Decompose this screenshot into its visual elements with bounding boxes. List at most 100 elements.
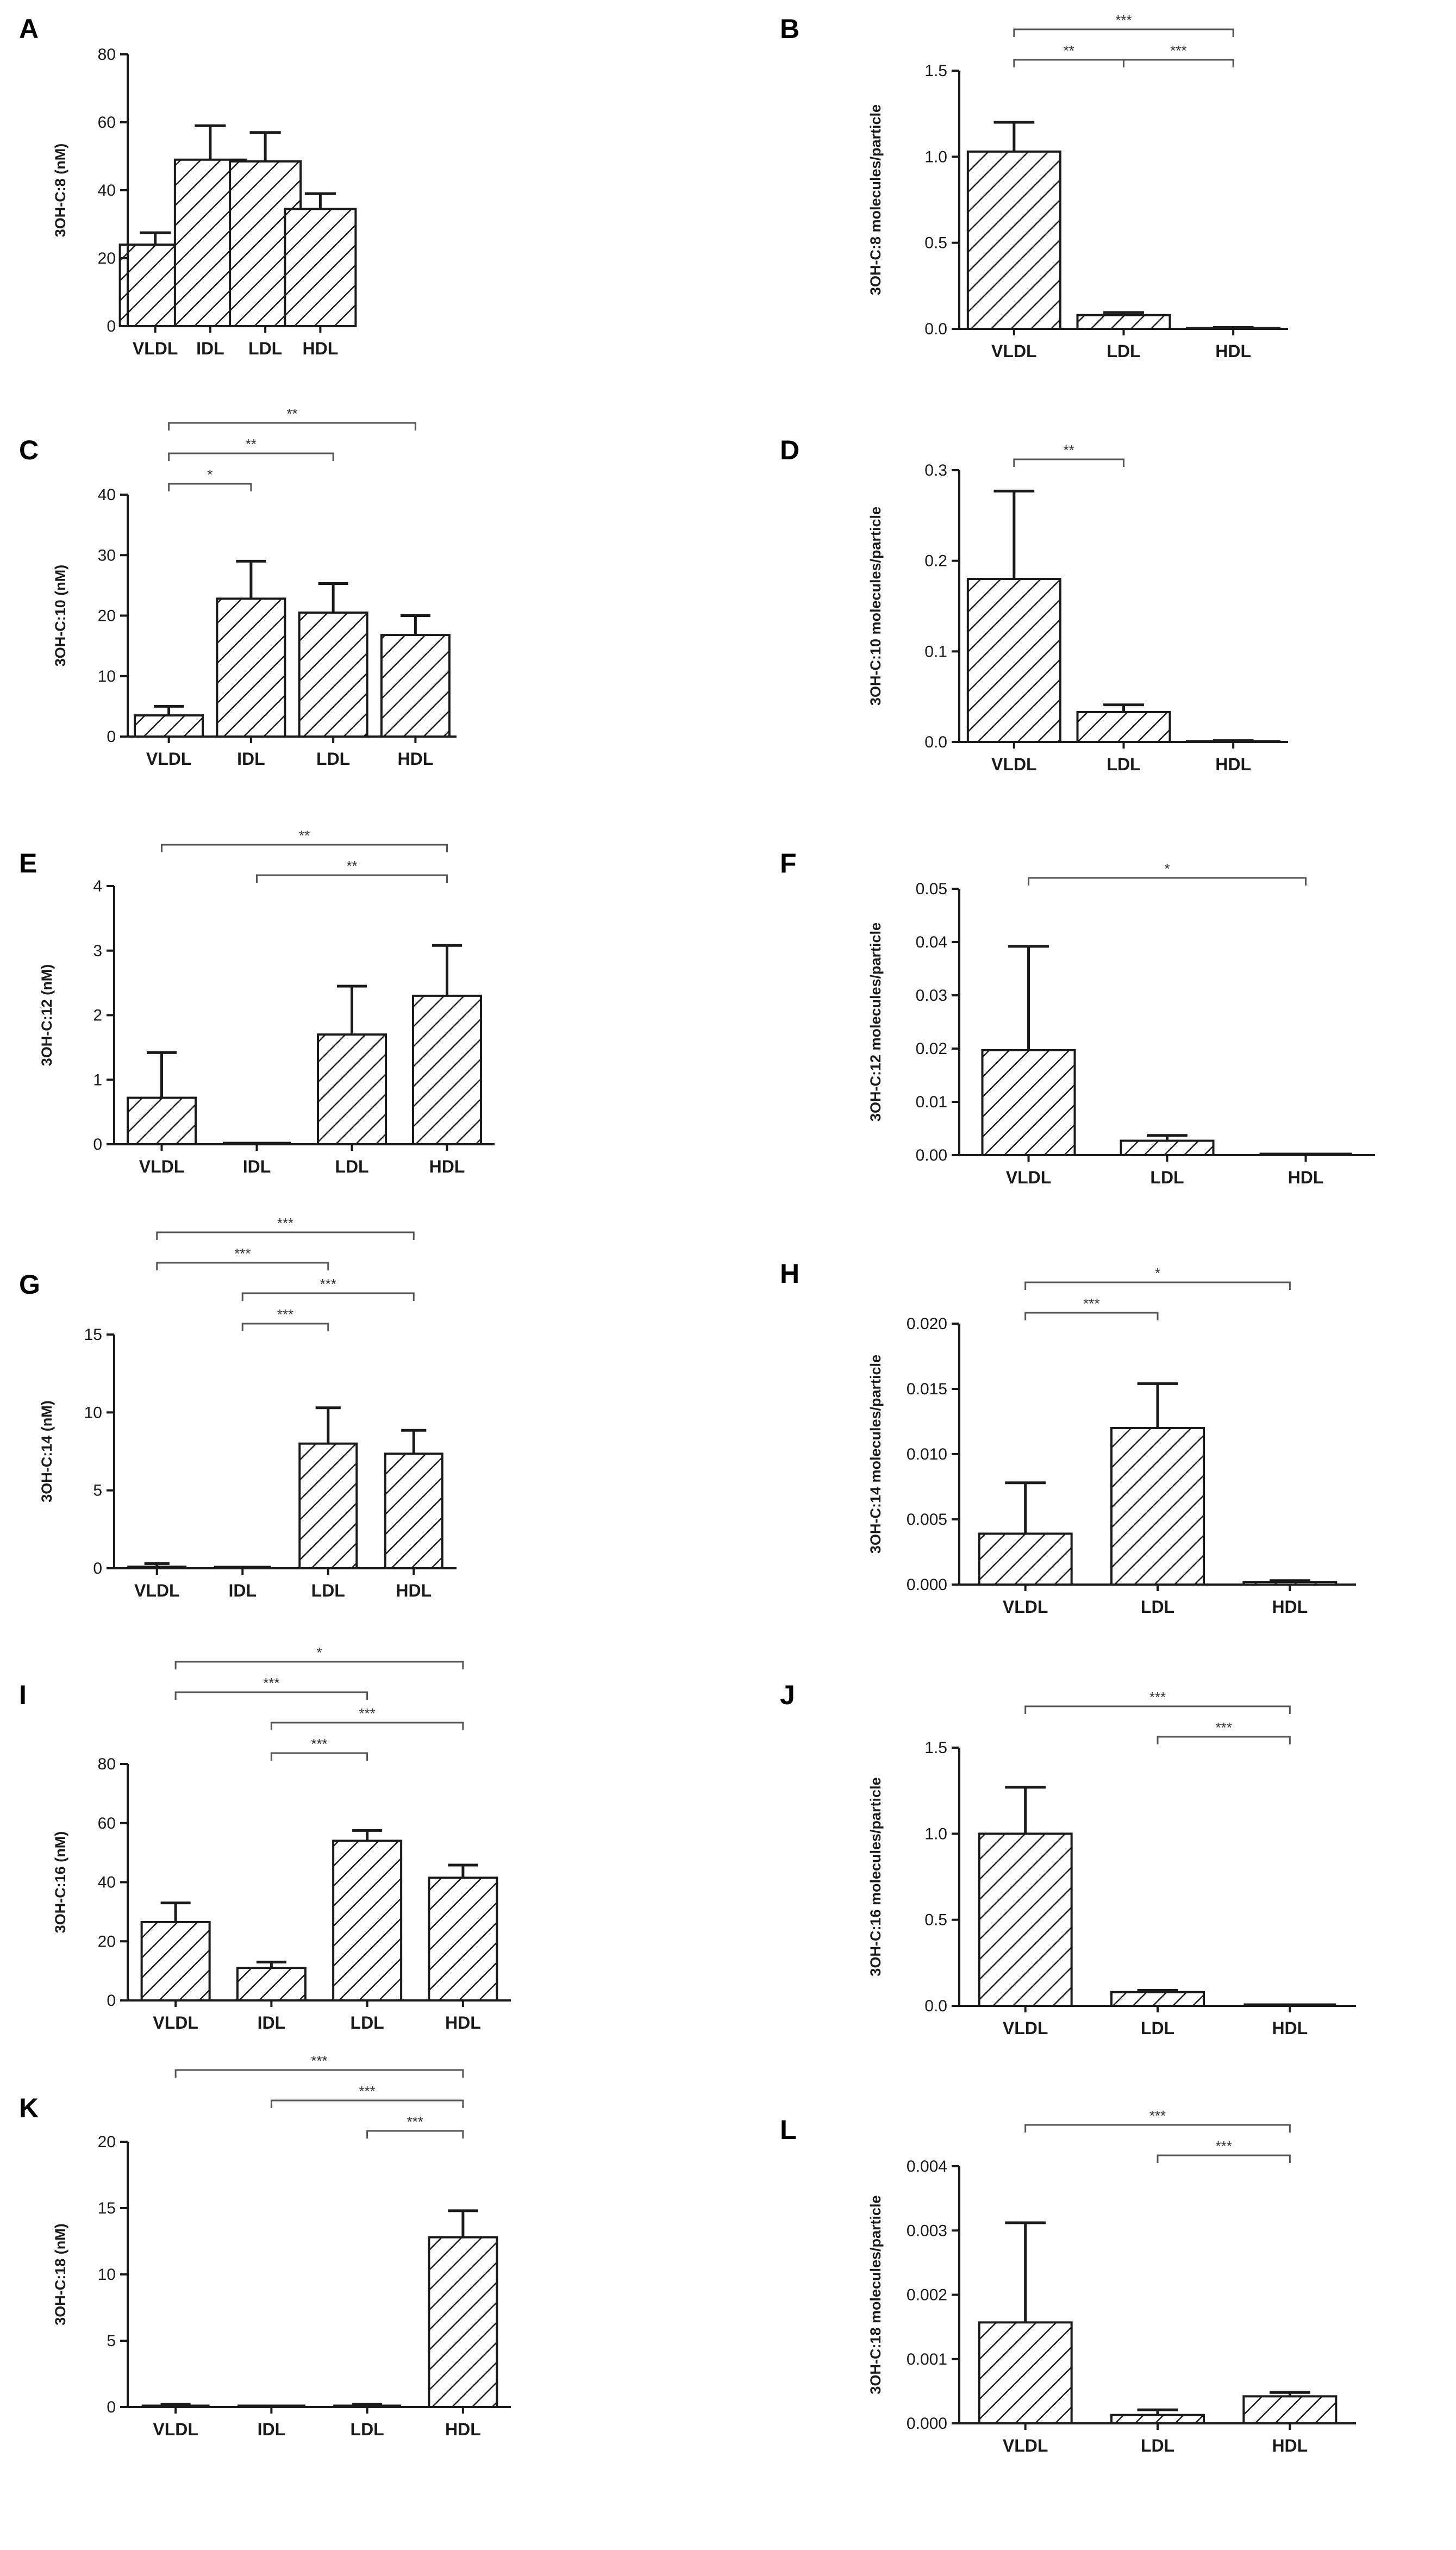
y-tick-label-k-3: 15 bbox=[98, 2199, 116, 2217]
x-tick-label-d-vldl: VLDL bbox=[991, 755, 1037, 774]
y-tick-label-a-4: 80 bbox=[98, 46, 116, 64]
panel-f: F 0.00 0.01 0.02 0.03 0.04 0.05 VLDL LDL HDL 3OH-C… bbox=[780, 848, 1375, 1187]
sig-label-b-0: ** bbox=[1064, 42, 1074, 59]
sig-bracket-k-0 bbox=[366, 2130, 464, 2138]
x-tick-label-f-vldl: VLDL bbox=[1006, 1168, 1052, 1187]
x-tick-label-a-vldl: VLDL bbox=[133, 339, 178, 358]
panel-letter-f: F bbox=[780, 848, 797, 878]
bar-f-ldl bbox=[1120, 1139, 1215, 1157]
x-tick-label-f-hdl: HDL bbox=[1288, 1168, 1324, 1187]
x-tick-label-e-hdl: HDL bbox=[429, 1157, 465, 1176]
bar-l-vldl bbox=[978, 2321, 1073, 2425]
x-tick-label-h-ldl: LDL bbox=[1141, 1597, 1174, 1617]
y-tick-label-f-3: 0.03 bbox=[916, 987, 947, 1005]
y-tick-label-c-3: 30 bbox=[98, 546, 116, 564]
x-tick-label-j-hdl: HDL bbox=[1272, 2018, 1308, 2038]
x-tick-label-d-hdl: HDL bbox=[1215, 755, 1251, 774]
x-tick-label-i-ldl: LDL bbox=[351, 2013, 384, 2032]
bar-h-ldl bbox=[1110, 1427, 1205, 1586]
x-tick-label-e-idl: IDL bbox=[243, 1157, 271, 1176]
y-tick-label-h-0: 0.000 bbox=[907, 1576, 947, 1594]
y-tick-label-h-3: 0.015 bbox=[907, 1380, 947, 1398]
y-tick-label-b-1: 0.5 bbox=[924, 234, 947, 252]
y-tick-label-e-4: 4 bbox=[93, 877, 102, 895]
sig-label-k-2: *** bbox=[311, 2053, 327, 2069]
sig-bracket-l-0 bbox=[1157, 2154, 1291, 2163]
sig-label-d-0: ** bbox=[1064, 442, 1074, 458]
y-axis-label-f: 3OH-C:12 molecules/particle bbox=[867, 922, 884, 1121]
bar-k-hdl bbox=[428, 2236, 498, 2409]
sig-bracket-d-0 bbox=[1013, 458, 1124, 467]
sig-label-h-0: *** bbox=[1083, 1295, 1099, 1312]
panel-letter-d: D bbox=[780, 435, 799, 465]
panel-e: E 0 1 2 3 4 VLDL IDL LDL HDL 3OH-C:12 (nM) ** ** bbox=[19, 827, 495, 1176]
sig-bracket-h-1 bbox=[1024, 1281, 1291, 1290]
y-tick-label-g-2: 10 bbox=[84, 1404, 102, 1421]
x-tick-label-g-vldl: VLDL bbox=[134, 1581, 180, 1600]
bar-e-vldl bbox=[127, 1096, 197, 1145]
sig-label-k-1: *** bbox=[359, 2083, 375, 2099]
bar-e-ldl bbox=[317, 1033, 387, 1145]
bar-f-vldl bbox=[981, 1049, 1076, 1156]
x-tick-label-k-vldl: VLDL bbox=[153, 2420, 198, 2439]
sig-label-b-2: *** bbox=[1115, 12, 1132, 28]
y-tick-label-l-4: 0.004 bbox=[907, 2158, 947, 2175]
x-tick-label-h-vldl: VLDL bbox=[1003, 1597, 1048, 1617]
sig-bracket-k-1 bbox=[270, 2099, 464, 2108]
y-axis-label-a: 3OH-C:8 (nM) bbox=[52, 144, 68, 237]
y-axis-label-i: 3OH-C:16 (nM) bbox=[52, 1831, 68, 1934]
sig-bracket-c-2 bbox=[168, 422, 416, 431]
y-tick-label-c-0: 0 bbox=[107, 728, 116, 746]
sig-bracket-i-2 bbox=[174, 1691, 368, 1700]
x-tick-label-i-hdl: HDL bbox=[445, 2013, 481, 2032]
sig-label-f-0: * bbox=[1164, 861, 1170, 877]
x-tick-label-j-vldl: VLDL bbox=[1003, 2018, 1048, 2038]
y-tick-label-k-1: 5 bbox=[107, 2332, 116, 2350]
x-tick-label-k-ldl: LDL bbox=[351, 2420, 384, 2439]
sig-label-i-0: *** bbox=[311, 1736, 327, 1752]
y-tick-label-f-5: 0.05 bbox=[916, 880, 947, 898]
y-axis-label-j: 3OH-C:16 molecules/particle bbox=[867, 1777, 884, 1976]
y-tick-label-j-3: 1.5 bbox=[924, 1739, 947, 1757]
y-tick-label-i-4: 80 bbox=[98, 1755, 116, 1773]
sig-label-h-1: * bbox=[1155, 1265, 1160, 1281]
bar-g-hdl bbox=[384, 1452, 443, 1570]
sig-label-c-1: ** bbox=[246, 436, 257, 452]
x-tick-label-l-hdl: HDL bbox=[1272, 2436, 1308, 2455]
y-axis-label-h: 3OH-C:14 molecules/particle bbox=[867, 1355, 884, 1554]
sig-bracket-b-2 bbox=[1013, 28, 1234, 37]
y-tick-label-f-4: 0.04 bbox=[916, 933, 947, 951]
x-tick-label-a-idl: IDL bbox=[196, 339, 224, 358]
bar-e-hdl bbox=[412, 994, 482, 1145]
sig-bracket-b-0 bbox=[1013, 59, 1124, 67]
y-tick-label-h-4: 0.020 bbox=[907, 1315, 947, 1333]
y-tick-label-f-1: 0.01 bbox=[916, 1093, 947, 1111]
y-tick-label-g-3: 15 bbox=[84, 1326, 102, 1344]
y-tick-label-e-3: 3 bbox=[93, 942, 102, 960]
sig-bracket-i-3 bbox=[174, 1661, 464, 1669]
sig-label-g-2: *** bbox=[234, 1245, 251, 1262]
y-axis-label-c: 3OH-C:10 (nM) bbox=[52, 565, 68, 667]
y-tick-label-i-1: 20 bbox=[98, 1932, 116, 1950]
sig-label-c-2: ** bbox=[286, 406, 297, 422]
sig-bracket-k-2 bbox=[174, 2069, 464, 2078]
sig-label-i-3: * bbox=[316, 1644, 322, 1661]
y-tick-label-a-2: 40 bbox=[98, 182, 116, 199]
x-tick-label-c-idl: IDL bbox=[237, 749, 265, 769]
sig-label-i-2: *** bbox=[263, 1675, 279, 1691]
bar-c-ldl bbox=[298, 611, 368, 738]
panel-letter-e: E bbox=[19, 848, 37, 878]
sig-label-c-0: * bbox=[207, 466, 213, 483]
x-tick-label-l-vldl: VLDL bbox=[1003, 2436, 1048, 2455]
bar-j-ldl bbox=[1110, 1991, 1205, 2007]
sig-label-e-0: ** bbox=[346, 858, 357, 874]
panel-letter-l: L bbox=[780, 2115, 797, 2145]
sig-bracket-b-1 bbox=[1123, 59, 1234, 67]
y-axis-label-g: 3OH-C:14 (nM) bbox=[39, 1400, 55, 1502]
x-tick-label-l-ldl: LDL bbox=[1141, 2436, 1174, 2455]
x-tick-label-b-ldl: LDL bbox=[1107, 341, 1140, 361]
x-tick-label-k-idl: IDL bbox=[258, 2420, 286, 2439]
x-tick-label-h-hdl: HDL bbox=[1272, 1597, 1308, 1617]
y-tick-label-i-0: 0 bbox=[107, 1992, 116, 2010]
panel-j: J 0.0 0.5 1.0 1.5 VLDL LDL HDL 3OH-C:16 molecule… bbox=[780, 1680, 1356, 2038]
